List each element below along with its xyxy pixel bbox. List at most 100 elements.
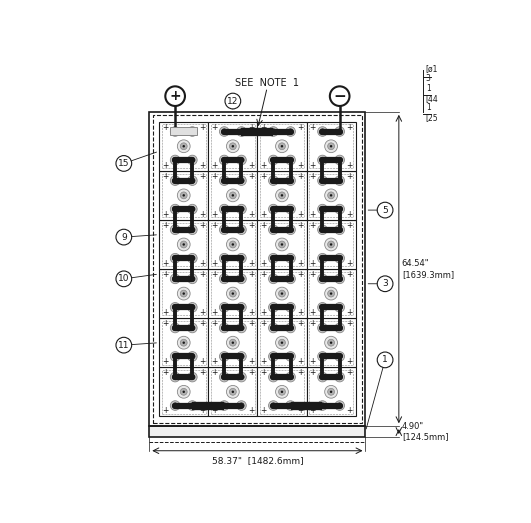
Circle shape xyxy=(239,325,244,331)
Text: +: + xyxy=(211,221,217,230)
Circle shape xyxy=(271,325,276,331)
Text: +: + xyxy=(347,357,353,366)
Circle shape xyxy=(377,202,393,218)
Text: +: + xyxy=(297,308,304,317)
Circle shape xyxy=(286,372,295,382)
Circle shape xyxy=(239,276,244,281)
Text: +: + xyxy=(249,259,255,268)
Circle shape xyxy=(328,389,335,395)
Text: 1
[44: 1 [44 xyxy=(426,84,439,103)
Bar xyxy=(306,220,356,269)
Circle shape xyxy=(187,372,197,382)
Circle shape xyxy=(335,155,345,165)
Circle shape xyxy=(320,227,325,232)
Text: +: + xyxy=(199,308,205,317)
Circle shape xyxy=(187,302,197,312)
Circle shape xyxy=(328,241,335,248)
Text: +: + xyxy=(162,368,168,377)
Text: 4.90"
[124.5mm]: 4.90" [124.5mm] xyxy=(402,422,448,441)
Circle shape xyxy=(221,129,227,134)
Circle shape xyxy=(170,204,180,214)
Circle shape xyxy=(335,401,345,411)
Bar xyxy=(170,127,198,135)
Text: +: + xyxy=(249,221,255,230)
Circle shape xyxy=(276,287,288,300)
Text: +: + xyxy=(249,122,255,132)
Circle shape xyxy=(232,194,234,197)
Circle shape xyxy=(173,129,178,134)
Circle shape xyxy=(221,304,227,310)
Text: +: + xyxy=(309,172,315,181)
Circle shape xyxy=(187,351,197,361)
Circle shape xyxy=(281,145,283,147)
Circle shape xyxy=(116,271,132,287)
Circle shape xyxy=(335,351,345,361)
Circle shape xyxy=(116,337,132,353)
Circle shape xyxy=(226,140,239,153)
Circle shape xyxy=(324,336,338,349)
Circle shape xyxy=(190,227,195,232)
Circle shape xyxy=(190,207,195,212)
Circle shape xyxy=(190,178,195,184)
Circle shape xyxy=(318,372,327,382)
Circle shape xyxy=(116,229,132,245)
Circle shape xyxy=(219,351,229,361)
Circle shape xyxy=(170,176,180,186)
Circle shape xyxy=(279,290,285,297)
Text: +: + xyxy=(260,406,267,415)
Circle shape xyxy=(239,227,244,232)
Text: 1: 1 xyxy=(382,356,388,365)
Text: +: + xyxy=(260,210,267,219)
Text: +: + xyxy=(297,259,304,268)
Circle shape xyxy=(269,204,278,214)
Text: +: + xyxy=(347,122,353,132)
Circle shape xyxy=(181,339,187,346)
Bar xyxy=(211,370,255,414)
Text: +: + xyxy=(199,368,205,377)
Circle shape xyxy=(335,176,345,186)
Text: +: + xyxy=(309,259,315,268)
Circle shape xyxy=(187,225,197,234)
Circle shape xyxy=(318,176,327,186)
Circle shape xyxy=(324,238,338,251)
Text: +: + xyxy=(309,406,315,415)
Circle shape xyxy=(173,157,178,163)
Text: +: + xyxy=(260,172,267,181)
Circle shape xyxy=(286,204,295,214)
Circle shape xyxy=(187,254,197,263)
Circle shape xyxy=(288,325,293,331)
Circle shape xyxy=(219,323,229,333)
Circle shape xyxy=(170,254,180,263)
Bar xyxy=(309,370,353,414)
Circle shape xyxy=(288,129,293,134)
Circle shape xyxy=(335,225,345,234)
Text: +: + xyxy=(162,406,168,415)
Circle shape xyxy=(170,225,180,234)
Circle shape xyxy=(337,178,342,184)
Circle shape xyxy=(237,351,246,361)
Text: +: + xyxy=(249,270,255,279)
Circle shape xyxy=(170,274,180,283)
Circle shape xyxy=(320,304,325,310)
Bar xyxy=(159,367,208,416)
Bar xyxy=(258,122,306,171)
Bar xyxy=(306,318,356,367)
Circle shape xyxy=(229,241,236,248)
Text: +: + xyxy=(347,270,353,279)
Circle shape xyxy=(288,256,293,261)
Circle shape xyxy=(269,323,278,333)
Circle shape xyxy=(318,225,327,234)
Circle shape xyxy=(324,385,338,398)
Circle shape xyxy=(271,304,276,310)
Text: +: + xyxy=(211,172,217,181)
Circle shape xyxy=(279,143,285,150)
Circle shape xyxy=(232,391,234,393)
Circle shape xyxy=(239,256,244,261)
Text: +: + xyxy=(260,357,267,366)
Circle shape xyxy=(183,342,185,344)
Circle shape xyxy=(237,155,246,165)
Circle shape xyxy=(328,192,335,199)
Circle shape xyxy=(320,256,325,261)
Circle shape xyxy=(181,143,187,150)
Circle shape xyxy=(237,274,246,283)
